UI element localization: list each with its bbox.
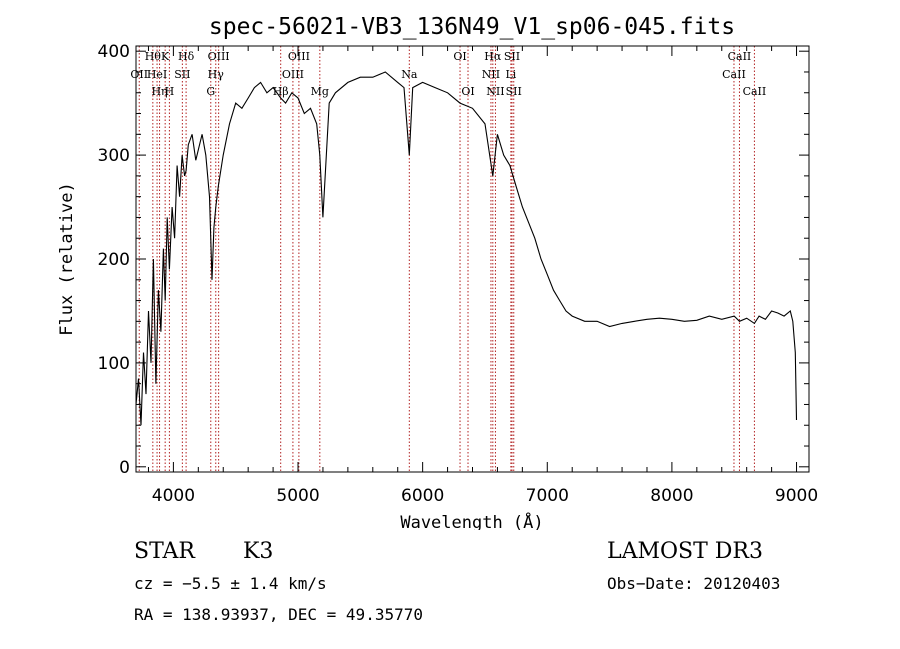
plot-frame	[135, 45, 810, 473]
x-tick-label: 9000	[775, 486, 818, 506]
marker-label: SII	[174, 68, 190, 81]
y-tick-label: 200	[98, 250, 130, 270]
marker-label: SII	[504, 50, 520, 63]
x-tick-label: 5000	[276, 486, 319, 506]
marker-lines	[138, 46, 755, 472]
marker-label: OIII	[288, 50, 310, 63]
x-tick-label: 7000	[526, 486, 569, 506]
marker-label: Hη	[151, 85, 167, 98]
object-subclass: K3	[243, 539, 274, 564]
marker-label: NII	[482, 68, 500, 81]
marker-label: Hδ	[178, 50, 195, 63]
marker-label: Hβ	[273, 85, 289, 98]
y-tick-label: 0	[119, 458, 130, 478]
y-tick-label: 300	[98, 146, 130, 166]
marker-label: Hα	[484, 50, 502, 63]
marker-label: CaII	[728, 50, 752, 63]
spectrum-chart: spec-56021-VB3_136N49_V1_sp06-045.fits H…	[57, 14, 818, 530]
series-group	[135, 71, 798, 426]
marker-label: SII	[506, 85, 522, 98]
x-tick-label: 8000	[650, 486, 693, 506]
marker-label: CaII	[722, 68, 746, 81]
marker-label: Hθ	[145, 50, 162, 63]
chart-title: spec-56021-VB3_136N49_V1_sp06-045.fits	[209, 14, 735, 40]
marker-label: K	[161, 50, 170, 63]
survey-name: LAMOST DR3	[607, 539, 763, 564]
y-tick-label: 400	[98, 42, 130, 62]
obs-date: Obs−Date: 20120403	[607, 574, 781, 593]
x-tick-label: 4000	[152, 486, 195, 506]
marker-label: CaII	[743, 85, 767, 98]
x-tick-label: 6000	[401, 486, 444, 506]
marker-label: HeI	[147, 68, 167, 81]
marker-label: OII	[130, 68, 148, 81]
marker-label: Na	[401, 68, 418, 81]
redshift-text: cz = −5.5 ± 1.4 km/s	[134, 574, 327, 593]
marker-label: OI	[453, 50, 466, 63]
marker-label: OIII	[282, 68, 304, 81]
marker-label: Hγ	[208, 68, 225, 81]
object-class: STAR	[134, 539, 195, 564]
marker-label: H	[165, 85, 175, 98]
marker-label: Mg	[311, 85, 329, 98]
marker-label: Li	[505, 68, 516, 81]
x-ticks: 4000 5000 6000 7000 8000 9000	[147, 46, 818, 506]
coordinates: RA = 138.93937, DEC = 49.35770	[134, 605, 423, 624]
y-ticks: 0 100 200 300 400	[98, 42, 809, 478]
marker-label: G	[206, 85, 215, 98]
spectrum-line	[135, 71, 798, 426]
marker-label: NII	[486, 85, 504, 98]
marker-label: OI	[461, 85, 474, 98]
x-axis-label: Wavelength (Å)	[400, 511, 543, 530]
y-tick-label: 100	[98, 354, 130, 374]
marker-label: OIII	[208, 50, 230, 63]
y-axis-label: Flux (relative)	[57, 182, 77, 336]
